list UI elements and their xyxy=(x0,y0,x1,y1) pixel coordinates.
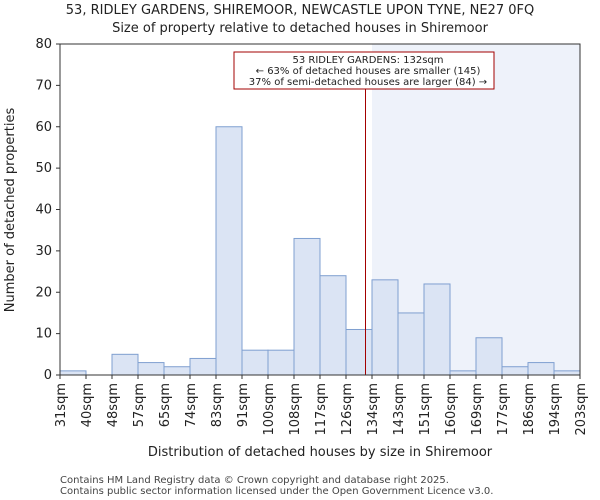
x-tick-label-31sqm: 31sqm xyxy=(54,383,69,427)
bar-151sqm xyxy=(423,283,451,376)
x-tick-label-169sqm: 169sqm xyxy=(470,383,485,436)
bar-134sqm xyxy=(371,279,399,376)
y-tick-label-30: 30 xyxy=(35,244,52,259)
bar-194sqm xyxy=(553,370,581,376)
x-tick-label-91sqm: 91sqm xyxy=(236,383,251,427)
bar-83sqm xyxy=(215,126,243,376)
footer-line-2: Contains public sector information licen… xyxy=(60,486,493,497)
x-tick-label-100sqm: 100sqm xyxy=(262,383,277,436)
annotation-line-3: 37% of semi-detached houses are larger (… xyxy=(249,77,487,88)
y-axis-label: Number of detached properties xyxy=(3,108,18,313)
x-tick-label-134sqm: 134sqm xyxy=(366,383,381,436)
y-tick-label-80: 80 xyxy=(35,37,52,52)
bar-177sqm xyxy=(501,366,529,376)
bar-48sqm xyxy=(111,353,139,376)
x-axis-label: Distribution of detached houses by size … xyxy=(148,445,493,460)
footer-line-1: Contains HM Land Registry data © Crown c… xyxy=(60,475,449,486)
x-axis-ticks: 31sqm 40sqm 48sqm 57sqm 65sqm 74sqm 83sqm 91sqm… xyxy=(54,375,589,436)
x-tick-label-151sqm: 151sqm xyxy=(418,383,433,436)
bar-31sqm xyxy=(59,370,87,376)
x-tick-label-177sqm: 177sqm xyxy=(496,383,511,436)
x-tick-label-143sqm: 143sqm xyxy=(392,383,407,436)
bar-160sqm xyxy=(449,370,477,376)
y-tick-label-0: 0 xyxy=(44,368,52,383)
bar-108sqm xyxy=(293,237,321,376)
y-tick-label-60: 60 xyxy=(35,120,52,135)
y-tick-label-50: 50 xyxy=(35,161,52,176)
x-tick-label-126sqm: 126sqm xyxy=(340,383,355,436)
bar-100sqm xyxy=(267,349,295,376)
bar-169sqm xyxy=(475,337,503,376)
bar-117sqm xyxy=(319,275,347,376)
annotation-line-1: 53 RIDLEY GARDENS: 132sqm xyxy=(293,55,444,66)
bar-57sqm xyxy=(137,362,165,376)
x-tick-label-74sqm: 74sqm xyxy=(184,383,199,427)
y-tick-label-40: 40 xyxy=(35,203,52,218)
annotation-line-2: ← 63% of detached houses are smaller (14… xyxy=(256,66,481,77)
x-tick-label-186sqm: 186sqm xyxy=(522,383,537,436)
x-tick-label-57sqm: 57sqm xyxy=(132,383,147,427)
x-tick-label-48sqm: 48sqm xyxy=(106,383,121,427)
x-tick-label-108sqm: 108sqm xyxy=(288,383,303,436)
bar-91sqm xyxy=(241,349,269,376)
chart-subtitle: Size of property relative to detached ho… xyxy=(112,21,489,36)
x-tick-label-194sqm: 194sqm xyxy=(548,383,563,436)
x-tick-label-65sqm: 65sqm xyxy=(158,383,173,427)
x-tick-label-117sqm: 117sqm xyxy=(314,383,329,436)
annotation-border xyxy=(233,51,495,90)
y-tick-label-10: 10 xyxy=(35,327,52,342)
x-tick-label-203sqm: 203sqm xyxy=(574,383,589,436)
bar-126sqm xyxy=(345,328,373,376)
bar-74sqm xyxy=(189,357,217,376)
bar-143sqm xyxy=(397,312,425,376)
x-tick-label-40sqm: 40sqm xyxy=(80,383,95,427)
x-tick-label-83sqm: 83sqm xyxy=(210,383,225,427)
annotation-box: 53 RIDLEY GARDENS: 132sqm ← 63% of detac… xyxy=(233,51,495,90)
y-axis-ticks: 0 10 20 30 40 50 60 70 80 xyxy=(35,37,60,383)
bar-186sqm xyxy=(527,362,555,376)
bar-65sqm xyxy=(163,366,191,376)
y-tick-label-70: 70 xyxy=(35,78,52,93)
chart-title: 53, RIDLEY GARDENS, SHIREMOOR, NEWCASTLE… xyxy=(66,3,534,18)
bars-group xyxy=(59,126,581,376)
x-tick-label-160sqm: 160sqm xyxy=(444,383,459,436)
y-tick-label-20: 20 xyxy=(35,285,52,300)
